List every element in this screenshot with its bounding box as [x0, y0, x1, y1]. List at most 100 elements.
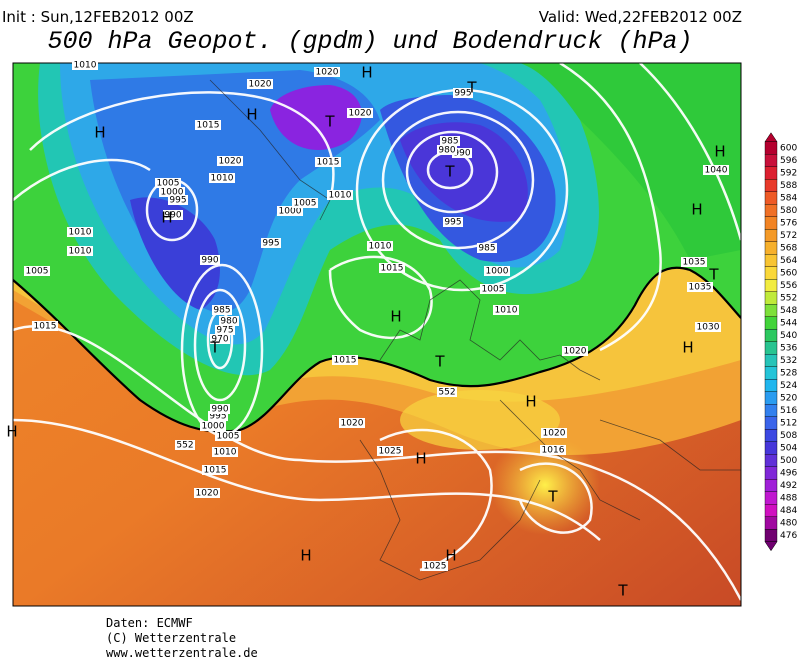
label-box: [175, 440, 195, 450]
pressure-label: 980: [438, 146, 455, 156]
pressure-label: 552: [176, 441, 193, 451]
label-box: [681, 257, 707, 267]
colorbar-swatch: [764, 516, 778, 530]
footer-line: www.wetterzentrale.de: [106, 646, 258, 660]
colorbar-label: 480: [780, 519, 797, 529]
colorbar-label: 552: [780, 294, 797, 304]
label-box: [155, 178, 181, 188]
colorbar-swatch: [764, 504, 778, 517]
colorbar-label: 564: [780, 256, 797, 266]
label-box: [212, 305, 232, 315]
pressure-label: 1010: [495, 306, 518, 316]
pressure-label: 985: [478, 244, 495, 254]
pressure-label: 995: [454, 89, 471, 99]
colorbar: 600 596 592 588 584 580 576 572 568 564 560 556 552 5…: [764, 132, 797, 552]
colorbar-label: 556: [780, 281, 797, 291]
colorbar-label: 532: [780, 356, 797, 366]
label-box: [209, 173, 235, 183]
label-box: [163, 210, 183, 220]
pressure-label: 1005: [482, 285, 505, 295]
colorbar-label: 536: [780, 344, 797, 354]
colorbar-swatch: [764, 466, 778, 480]
pressure-center: T: [209, 339, 220, 357]
label-box: [215, 431, 241, 441]
init-time: Init : Sun,12FEB2012 00Z: [2, 8, 194, 26]
label-box: [477, 243, 497, 253]
colorbar-swatch: [764, 279, 778, 292]
label-box: [200, 255, 220, 265]
label-box: [168, 195, 188, 205]
colorbar-swatch: [764, 229, 778, 242]
pressure-center: T: [617, 582, 628, 600]
pressure-center: H: [246, 106, 257, 124]
pressure-label: 1020: [564, 347, 587, 357]
pressure-center: H: [682, 339, 693, 357]
pressure-label: 1020: [196, 489, 219, 499]
label-box: [159, 187, 185, 197]
colorbar-swatch: [764, 479, 778, 492]
pressure-label: 1010: [369, 242, 392, 252]
pressure-label: 1040: [705, 166, 728, 176]
colorbar-label: 500: [780, 456, 797, 466]
pressure-label: 1010: [69, 247, 92, 257]
label-box: [200, 421, 226, 431]
valid-time: Valid: Wed,22FEB2012 00Z: [539, 8, 742, 26]
label-box: [219, 316, 239, 326]
colorbar-label: 568: [780, 244, 797, 254]
label-box: [32, 321, 58, 331]
colorbar-label: 600: [780, 144, 797, 154]
pressure-center: H: [300, 547, 311, 565]
pressure-label: 1030: [697, 323, 720, 333]
pressure-label: 1010: [329, 191, 352, 201]
pressure-label: 980: [220, 317, 237, 327]
label-box: [562, 346, 588, 356]
label-box: [437, 387, 457, 397]
pressure-label: 990: [211, 405, 228, 415]
colorbar-label: 528: [780, 369, 797, 379]
label-box: [452, 148, 472, 158]
colorbar-swatch: [764, 416, 778, 430]
colorbar-label: 544: [780, 319, 797, 329]
footer-line: Daten: ECMWF: [106, 616, 193, 630]
pressure-label: 1000: [202, 422, 225, 432]
pressure-label: 1010: [211, 174, 234, 184]
map-frame: [12, 62, 742, 607]
label-box: [540, 445, 566, 455]
pressure-label: 1035: [683, 258, 706, 268]
colorbar-swatch: [764, 304, 778, 317]
label-box: [695, 322, 721, 332]
colorbar-label: 572: [780, 231, 797, 241]
label-box: [453, 88, 473, 98]
colorbar-label: 588: [780, 181, 797, 191]
colorbar-label: 476: [780, 531, 797, 541]
pressure-label: 1035: [689, 283, 712, 293]
pressure-label: 1015: [197, 121, 220, 131]
label-box: [440, 136, 460, 146]
map-labels: 1010102010201015102010151010102010051000…: [6, 60, 729, 600]
colorbar-swatch: [764, 491, 778, 505]
colorbar-swatch: [764, 454, 778, 467]
pressure-label: 995: [444, 218, 461, 228]
colorbar-swatch: [764, 379, 778, 392]
colorbar-swatch: [764, 529, 778, 542]
label-box: [347, 108, 373, 118]
label-box: [72, 60, 98, 70]
pressure-label: 1000: [279, 207, 302, 217]
pressure-center: H: [361, 64, 372, 82]
colorbar-swatch: [764, 341, 778, 355]
label-box: [315, 157, 341, 167]
pressure-label: 990: [453, 149, 470, 159]
label-box: [332, 355, 358, 365]
colorbar-swatch: [764, 179, 778, 192]
pressure-center: H: [161, 209, 172, 227]
label-box: [247, 79, 273, 89]
pressure-label: 1010: [69, 228, 92, 238]
pressure-label: 990: [164, 211, 181, 221]
colorbar-swatch: [764, 266, 778, 280]
colorbar-label: 508: [780, 431, 797, 441]
colorbar-label: 520: [780, 394, 797, 404]
pressure-label: 1020: [341, 419, 364, 429]
label-box: [339, 418, 365, 428]
colorbar-label: 484: [780, 506, 797, 516]
